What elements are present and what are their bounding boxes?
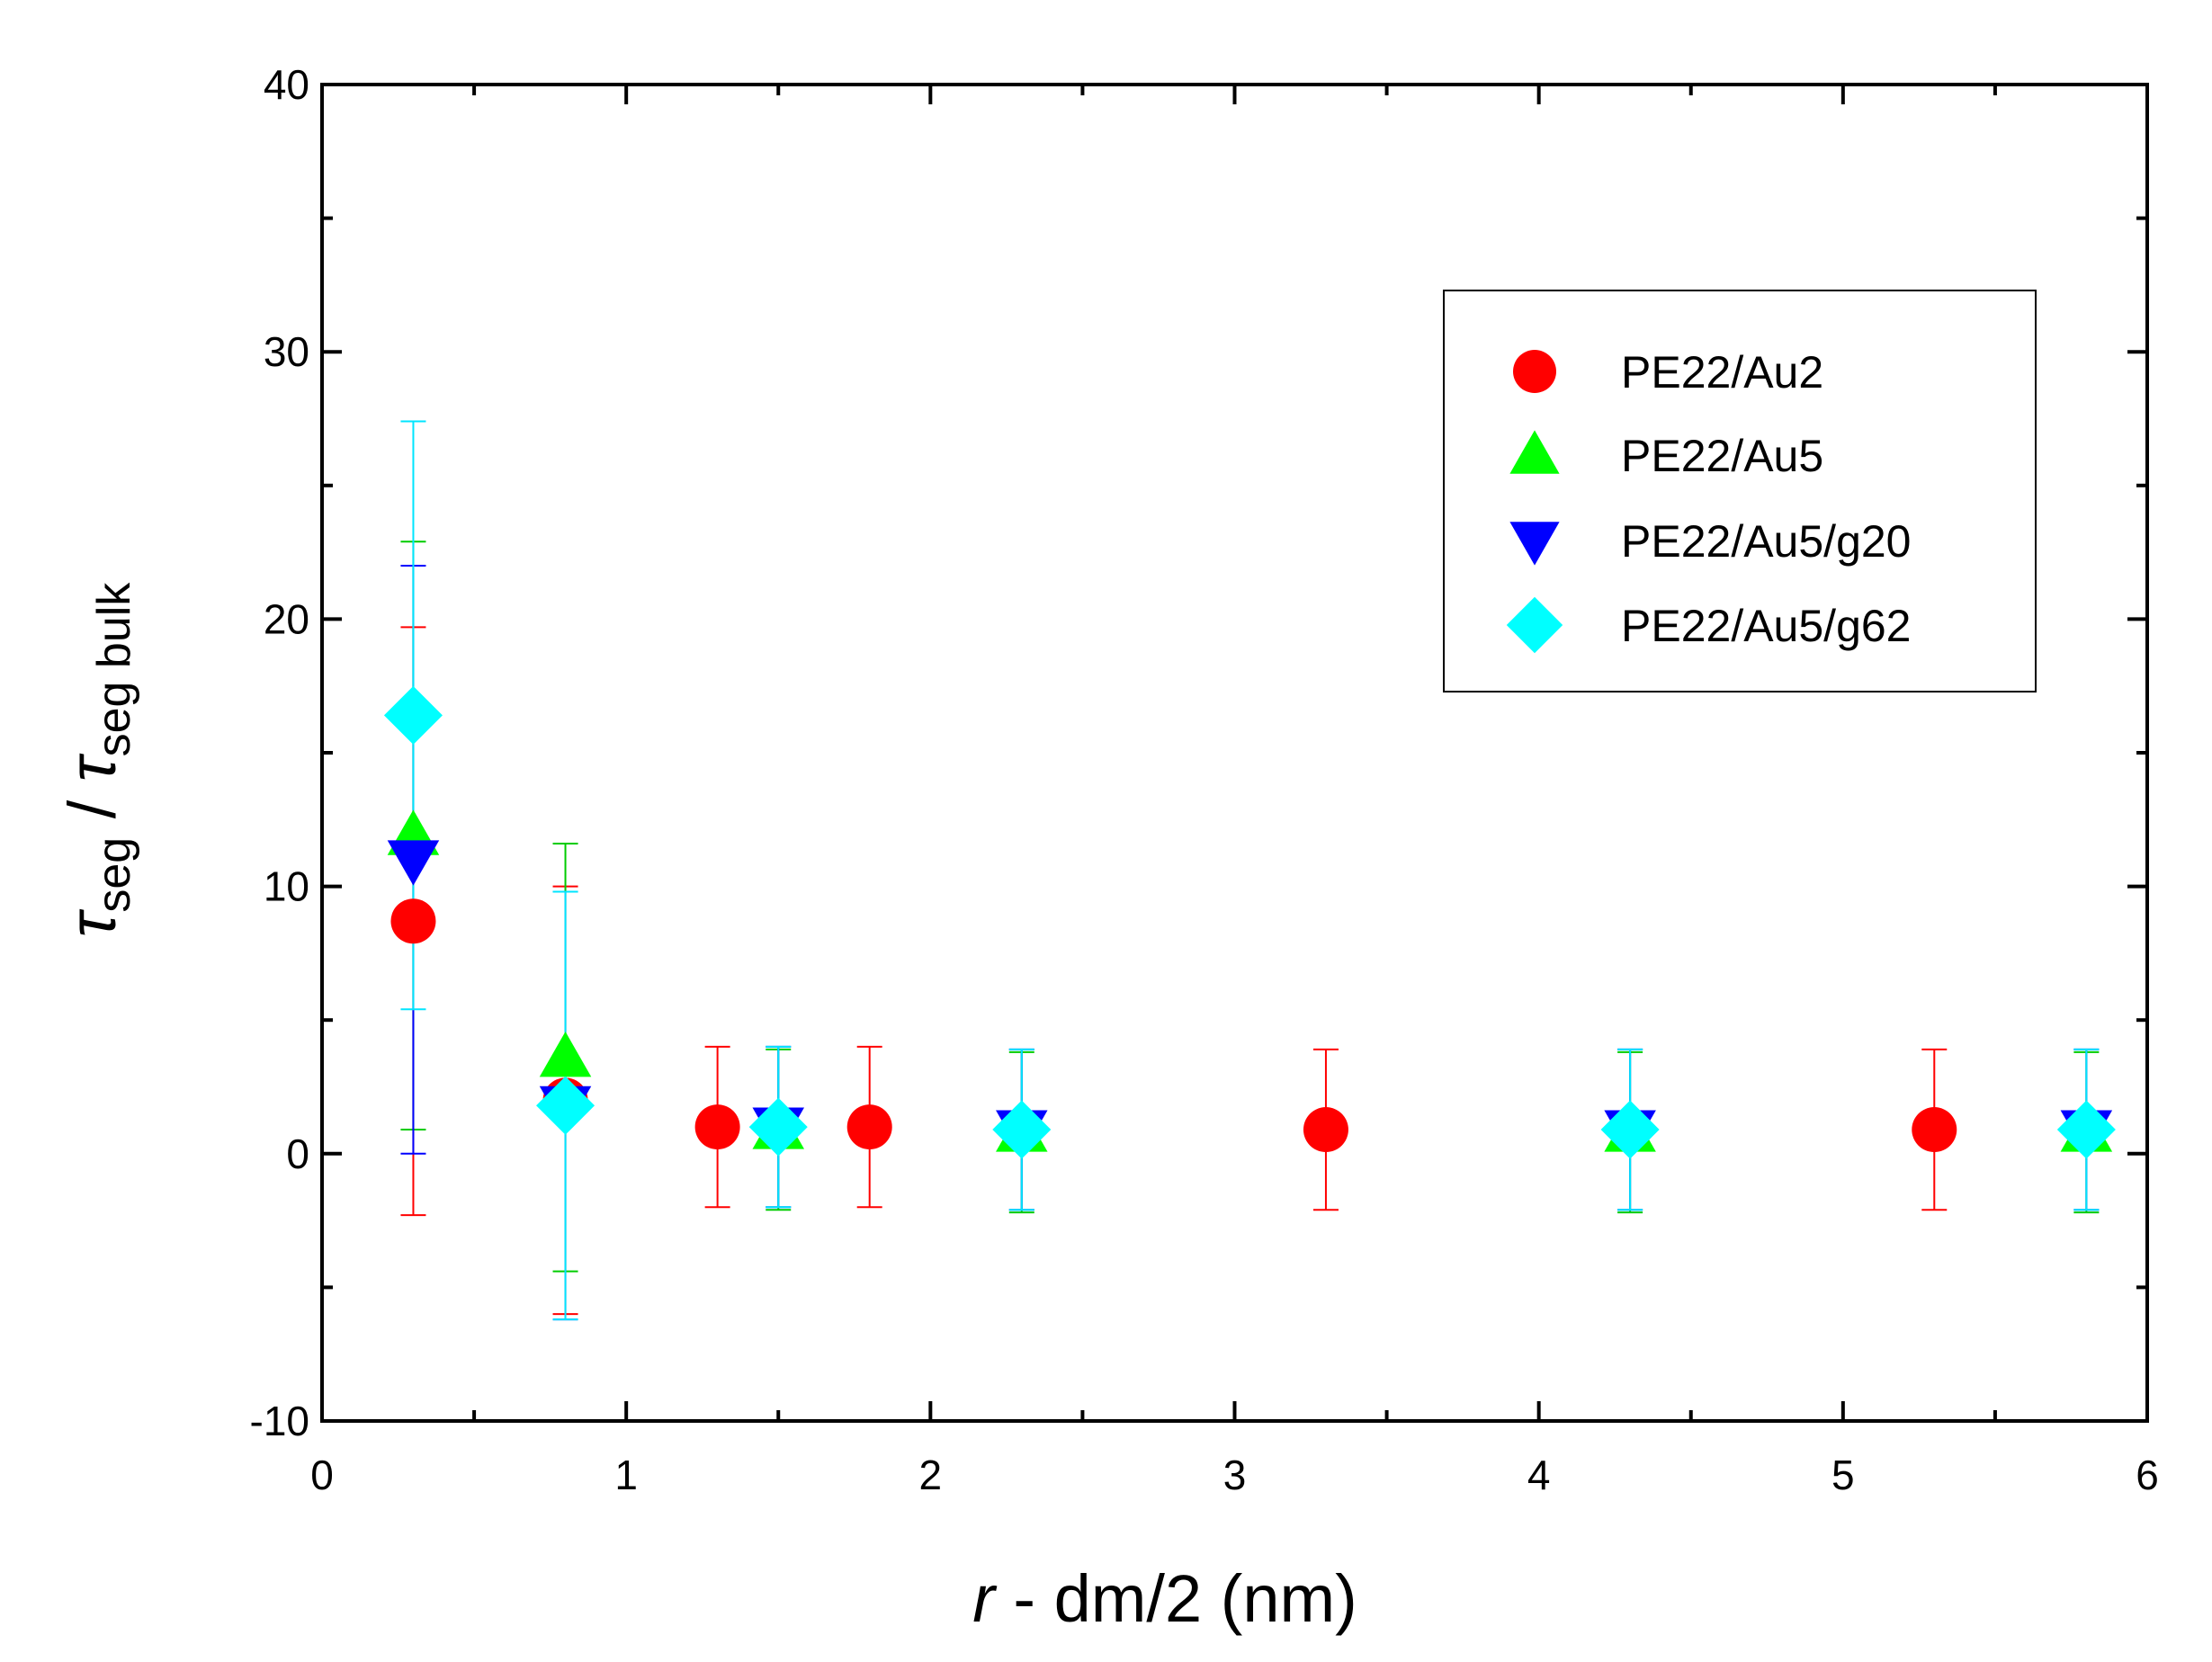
legend-label: PE22/Au5/g20 bbox=[1621, 516, 1912, 567]
y-tick-label: 20 bbox=[264, 595, 309, 642]
data-point bbox=[748, 1097, 808, 1157]
legend-marker bbox=[1506, 596, 1563, 654]
y-tick-label: 30 bbox=[264, 328, 309, 375]
legend-label: PE22/Au5 bbox=[1621, 431, 1823, 481]
data-point bbox=[387, 840, 440, 886]
data-point bbox=[992, 1100, 1052, 1159]
data-point bbox=[1303, 1107, 1348, 1153]
data-point bbox=[1912, 1107, 1957, 1153]
x-tick-label: 2 bbox=[919, 1452, 943, 1498]
x-tick-label: 3 bbox=[1223, 1452, 1247, 1498]
legend-marker bbox=[1509, 430, 1560, 474]
data-point bbox=[2056, 1100, 2116, 1159]
legend-label: PE22/Au2 bbox=[1621, 347, 1823, 398]
x-tick-label: 6 bbox=[2136, 1452, 2159, 1498]
data-point bbox=[1600, 1100, 1660, 1159]
x-tick-label: 1 bbox=[614, 1452, 638, 1498]
data-point bbox=[390, 898, 436, 944]
legend-item: PE22/Au2 bbox=[1513, 347, 1823, 398]
data-point bbox=[846, 1104, 892, 1150]
axis-ticks bbox=[320, 83, 2149, 1423]
legend-marker bbox=[1513, 350, 1556, 393]
y-axis-title: τseg / τseg bulk bbox=[55, 582, 140, 938]
legend-item: PE22/Au5/g62 bbox=[1506, 596, 1912, 654]
x-tick-label: 4 bbox=[1527, 1452, 1551, 1498]
x-tick-label: 5 bbox=[1831, 1452, 1855, 1498]
y-tick-label: -10 bbox=[250, 1398, 309, 1444]
data-markers bbox=[383, 685, 2116, 1159]
x-axis-title: r - dm/2 (nm) bbox=[972, 1561, 1357, 1636]
y-tick-label: 40 bbox=[264, 61, 309, 108]
y-tick-label: 0 bbox=[286, 1130, 309, 1177]
legend-label: PE22/Au5/g62 bbox=[1621, 601, 1912, 651]
legend-item: PE22/Au5 bbox=[1509, 430, 1823, 481]
plot-frame bbox=[320, 83, 2149, 1423]
data-point bbox=[694, 1104, 740, 1150]
legend: PE22/Au2 PE22/Au5 PE22/Au5/g20 PE22/Au5/g62 bbox=[1443, 290, 2037, 692]
y-tick-label: 10 bbox=[264, 863, 309, 910]
data-point bbox=[539, 1032, 592, 1077]
data-point bbox=[383, 685, 443, 745]
x-tick-label: 0 bbox=[310, 1452, 334, 1498]
data-point bbox=[536, 1076, 596, 1135]
legend-marker bbox=[1509, 522, 1560, 566]
legend-item: PE22/Au5/g20 bbox=[1509, 516, 1912, 567]
